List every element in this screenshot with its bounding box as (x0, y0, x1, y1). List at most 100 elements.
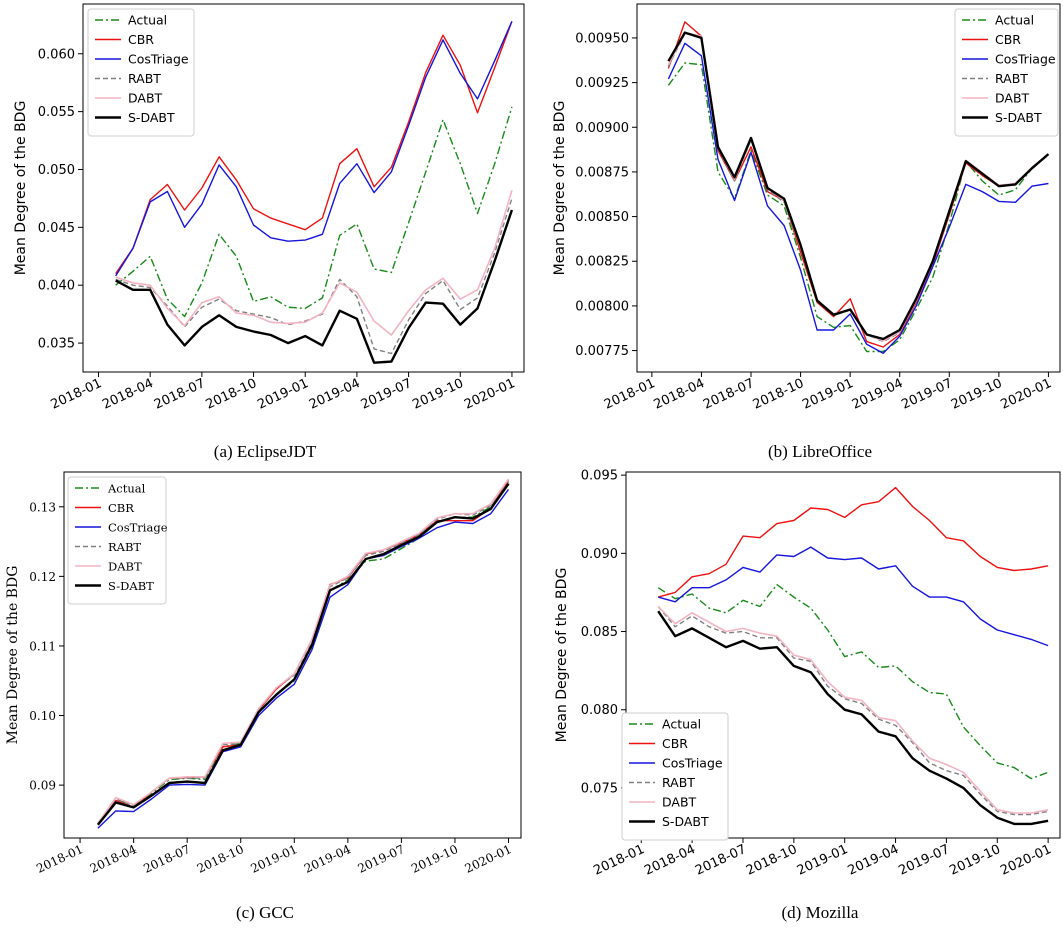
legend-label: RABT (108, 540, 141, 554)
y-tick-label: 0.10 (29, 709, 56, 723)
x-tick-label: 2019-01 (248, 842, 299, 876)
x-tick-label: 2018-10 (204, 376, 260, 413)
x-tick-label: 2019-04 (846, 842, 902, 879)
x-tick-label: 2019-04 (850, 376, 906, 413)
legend-label: CBR (108, 501, 134, 515)
series-line-s-dabt (667, 31, 1050, 341)
y-tick-label: 0.00775 (575, 344, 629, 359)
panel-caption: (d) Mozilla (782, 903, 859, 922)
y-tick-label: 0.00900 (575, 121, 629, 136)
y-tick-label: 0.045 (38, 221, 75, 236)
x-tick-label: 2019-01 (795, 842, 851, 879)
series-line-costriage (658, 546, 1049, 647)
x-tick-label: 2019-10 (949, 376, 1005, 413)
y-tick-label: 0.00950 (575, 31, 629, 46)
x-tick-label: 2019-07 (359, 376, 415, 413)
x-tick-label: 2018-07 (693, 842, 749, 879)
x-tick-label: 2018-01 (34, 842, 85, 876)
y-tick-label: 0.00825 (575, 255, 629, 270)
series-line-dabt (97, 478, 510, 824)
y-tick-label: 0.09 (29, 779, 56, 793)
x-tick-label: 2018-01 (49, 376, 105, 413)
y-tick-label: 0.060 (38, 47, 75, 62)
x-tick-label: 2019-01 (255, 376, 311, 413)
y-tick-label: 0.040 (38, 279, 75, 294)
series-line-costriage (115, 21, 513, 277)
x-tick-label: 2018-04 (652, 376, 708, 413)
legend-label: RABT (662, 775, 695, 790)
series-line-actual (657, 583, 1049, 780)
legend-label: CosTriage (662, 756, 723, 771)
y-tick-label: 0.090 (581, 547, 618, 562)
y-tick-label: 0.13 (29, 500, 56, 514)
legend-label: CosTriage (108, 521, 168, 535)
legend-label: CBR (128, 32, 154, 47)
x-tick-label: 2019-07 (897, 842, 953, 879)
y-tick-label: 0.075 (581, 781, 618, 796)
series-line-actual (115, 106, 513, 318)
legend-label: Actual (128, 13, 167, 28)
x-tick-label: 2019-07 (356, 842, 407, 876)
legend-label: RABT (995, 71, 1028, 86)
x-tick-label: 2019-01 (800, 376, 856, 413)
series-line-cbr (115, 21, 513, 274)
series-line-dabt (657, 605, 1049, 814)
x-tick-label: 2020-01 (462, 376, 518, 413)
x-tick-label: 2019-10 (410, 376, 466, 413)
y-axis-label: Mean Degree of the BDG (554, 568, 570, 743)
x-tick-label: 2020-01 (998, 842, 1054, 879)
legend-label: S-DABT (995, 110, 1042, 125)
series-line-costriage (97, 488, 510, 829)
legend-label: Actual (662, 717, 701, 732)
legend-label: S-DABT (128, 110, 175, 125)
series-line-costriage (667, 42, 1049, 354)
y-tick-label: 0.095 (581, 469, 618, 484)
x-tick-label: 2018-01 (602, 376, 658, 413)
x-tick-label: 2018-04 (88, 842, 139, 876)
legend-frame (621, 712, 729, 841)
x-tick-label: 2018-04 (642, 842, 698, 879)
legend-label: DABT (662, 795, 697, 810)
x-tick-label: 2018-01 (591, 842, 647, 879)
x-tick-label: 2018-04 (100, 376, 156, 413)
x-tick-label: 2018-10 (751, 376, 807, 413)
legend-frame (87, 8, 195, 137)
y-tick-label: 0.00800 (575, 299, 629, 314)
x-tick-label: 2018-07 (141, 842, 192, 876)
panel-libreoffice: 0.00775 0.00800 0.00825 0.00850 0.00875 0.009… (552, 3, 1061, 461)
y-tick-label: 0.050 (38, 163, 75, 178)
y-tick-label: 0.055 (38, 105, 75, 120)
y-axis-label: Mean Degree of the BDG (13, 101, 29, 276)
panel-gcc: 0.09 0.10 0.11 0.12 0.13 2018-01 2018-04 2018-0… (5, 471, 522, 922)
legend-label: DABT (128, 91, 163, 106)
series-line-cbr (658, 486, 1049, 598)
x-tick-label: 2020-01 (463, 842, 514, 876)
panel-caption: (b) LibreOffice (768, 442, 872, 461)
y-tick-label: 0.035 (38, 337, 75, 352)
series-line-s-dabt (96, 483, 510, 826)
series-line-s-dabt (115, 209, 514, 364)
panel-eclipsejdt: 0.0350.0400.0450.0500.0550.0602018-01201… (13, 3, 525, 461)
x-tick-label: 2020-01 (999, 376, 1055, 413)
series-line-rabt (657, 606, 1049, 816)
y-tick-label: 0.00875 (575, 165, 629, 180)
legend: Actual CBR CosTriage RABT DABT S-DABT (87, 8, 195, 137)
legend-frame (67, 476, 167, 605)
legend-label: RABT (128, 71, 161, 86)
legend-label: DABT (995, 91, 1030, 106)
panel-mozilla: 0.0750.0800.0850.0900.0952018-012018-042… (554, 469, 1061, 922)
x-tick-label: 2018-10 (744, 842, 800, 879)
x-tick-label: 2018-07 (152, 376, 208, 413)
legend-label: Actual (995, 13, 1034, 28)
legend-label: CBR (995, 32, 1021, 47)
legend-label: CosTriage (995, 52, 1056, 67)
panel-caption: (c) GCC (236, 903, 294, 922)
legend-frame (954, 8, 1059, 137)
series-line-s-dabt (657, 610, 1049, 826)
legend-label: S-DABT (662, 814, 709, 829)
y-tick-label: 0.085 (581, 625, 618, 640)
y-axis-label: Mean Degree of the BDG (552, 101, 568, 276)
x-tick-label: 2018-07 (701, 376, 757, 413)
legend-label: Actual (107, 482, 146, 496)
